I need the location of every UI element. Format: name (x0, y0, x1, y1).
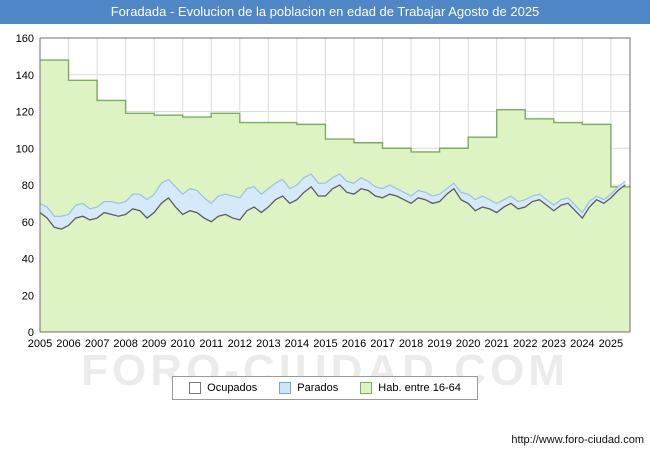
population-chart: 0 20 40 60 80 100 120 140 160 2005 2006 2007 2008 200… (16, 33, 631, 350)
svg-text:2011: 2011 (199, 338, 223, 350)
svg-text:2020: 2020 (456, 338, 480, 350)
svg-text:2009: 2009 (142, 338, 166, 350)
svg-text:2023: 2023 (542, 338, 566, 350)
legend-label-parados: Parados (297, 382, 339, 394)
svg-text:2006: 2006 (56, 338, 80, 350)
legend-item-hab-16-64: Hab. entre 16-64 (360, 382, 461, 394)
svg-text:2017: 2017 (370, 338, 394, 350)
legend-item-parados: Parados (279, 382, 338, 394)
legend-label-ocupados: Ocupados (207, 382, 258, 394)
parados-swatch-icon (279, 382, 292, 394)
chart-area: 0 20 40 60 80 100 120 140 160 2005 2006 2007 2008 200… (0, 24, 650, 400)
page-title: Foradada - Evolucion de la poblacion en … (0, 0, 650, 24)
svg-text:60: 60 (22, 217, 34, 229)
svg-text:40: 40 (22, 254, 34, 266)
svg-text:2021: 2021 (484, 338, 508, 350)
svg-text:2010: 2010 (170, 338, 194, 350)
svg-text:100: 100 (16, 143, 34, 155)
svg-text:2015: 2015 (313, 338, 337, 350)
svg-text:2005: 2005 (28, 338, 52, 350)
legend-label-hab-16-64: Hab. entre 16-64 (378, 382, 461, 394)
svg-text:120: 120 (16, 107, 34, 119)
svg-text:2019: 2019 (427, 338, 451, 350)
svg-text:140: 140 (16, 70, 34, 82)
svg-text:80: 80 (22, 180, 34, 192)
svg-text:2007: 2007 (85, 338, 109, 350)
svg-text:20: 20 (22, 290, 34, 302)
svg-text:160: 160 (16, 33, 34, 45)
svg-text:2016: 2016 (342, 338, 366, 350)
legend-item-ocupados: Ocupados (189, 382, 257, 394)
svg-text:2013: 2013 (256, 338, 280, 350)
svg-text:2022: 2022 (513, 338, 537, 350)
svg-text:2025: 2025 (599, 338, 623, 350)
svg-text:2024: 2024 (570, 338, 594, 350)
hab-16-64-swatch-icon (360, 382, 373, 394)
ocupados-swatch-icon (189, 382, 202, 394)
svg-text:2014: 2014 (285, 338, 309, 350)
svg-text:2008: 2008 (113, 338, 137, 350)
svg-text:2018: 2018 (399, 338, 423, 350)
svg-text:2012: 2012 (228, 338, 252, 350)
foro-ciudad-link[interactable]: http://www.foro-ciudad.com (511, 434, 644, 446)
svg-text:0: 0 (28, 327, 34, 339)
chart-legend: Ocupados Parados Hab. entre 16-64 (172, 376, 478, 400)
